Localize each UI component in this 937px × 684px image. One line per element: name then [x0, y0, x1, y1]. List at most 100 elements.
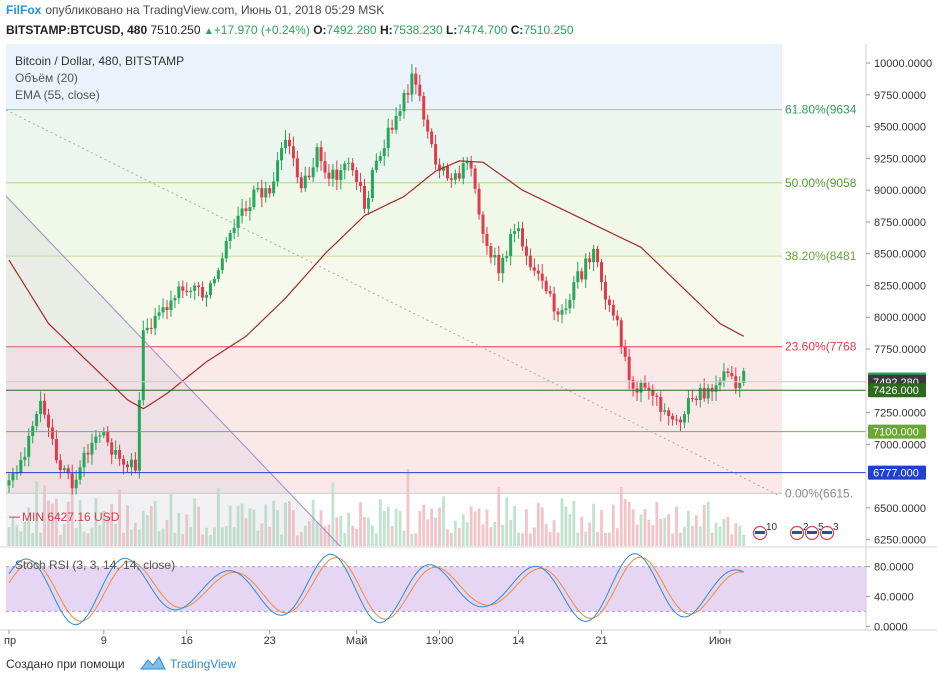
candle-body: [544, 280, 548, 292]
candle: [205, 291, 208, 307]
candle-body: [208, 283, 212, 296]
volume-bar: [130, 529, 133, 546]
candle-body: [426, 119, 430, 132]
candle-body: [15, 472, 19, 474]
candle-body: [576, 271, 580, 283]
volume-bar: [327, 524, 331, 546]
candle: [426, 114, 430, 139]
candle-body: [122, 458, 126, 465]
candle-body: [497, 254, 501, 274]
candle: [564, 298, 568, 315]
tradingview-link[interactable]: TradingView: [170, 657, 237, 671]
price-chart[interactable]: 61.80%(9634 50.00%(9058 38.20%(8481 23.60%(…: [0, 44, 937, 650]
volume-bar: [232, 527, 236, 546]
candle-body: [556, 311, 560, 315]
candle-body: [280, 148, 284, 161]
volume-bar: [438, 507, 441, 546]
candle: [212, 276, 216, 287]
candle-body: [718, 380, 722, 386]
candle-body: [284, 139, 287, 149]
candle-body: [528, 255, 532, 268]
candle: [457, 165, 461, 182]
candle: [505, 250, 509, 263]
volume-bar: [608, 532, 611, 546]
volume-bar: [414, 533, 418, 546]
bg-zone-618: [6, 109, 782, 183]
candle: [580, 267, 584, 283]
candle: [600, 259, 603, 291]
volume-bar: [220, 527, 224, 546]
volume-bar: [43, 485, 46, 546]
candle-body: [86, 452, 90, 455]
candle: [639, 379, 643, 403]
candle: [552, 286, 556, 321]
volume-bar: [635, 524, 639, 546]
candle-body: [588, 258, 592, 263]
volume-bar: [311, 499, 315, 546]
candle: [303, 166, 307, 192]
candle: [406, 84, 410, 104]
candle: [118, 444, 122, 466]
candle: [536, 264, 540, 281]
candle-body: [240, 208, 244, 216]
candle: [7, 473, 11, 493]
candle: [86, 444, 90, 464]
candle: [276, 152, 280, 187]
candle: [501, 253, 505, 283]
legend-title: Bitcoin / Dollar, 480, BITSTAMP: [15, 54, 185, 68]
candle: [592, 244, 596, 271]
volume-bar: [655, 502, 659, 546]
high-value: 7538.230: [392, 23, 443, 37]
candle-body: [643, 382, 647, 388]
volume-bar: [315, 522, 319, 546]
candle-body: [675, 419, 679, 421]
volume-bar: [489, 527, 493, 546]
candle: [149, 318, 153, 335]
candle: [98, 432, 102, 443]
candle-body: [189, 290, 193, 293]
volume-bar: [272, 500, 276, 546]
volume-bar: [517, 532, 520, 546]
price-badge: 6777.000: [868, 465, 926, 480]
candle-body: [307, 175, 311, 178]
volume-bar: [588, 522, 592, 546]
stoch-d-line: [8, 556, 744, 622]
volume-bar: [663, 517, 667, 546]
candle-body: [517, 228, 521, 232]
volume-bar: [351, 525, 355, 546]
price-badge-label: 6777.000: [873, 468, 919, 480]
volume-bar: [734, 523, 738, 546]
y-tick-label: 10000.0000: [874, 58, 932, 70]
volume-bar: [592, 503, 595, 546]
volume-bar: [145, 514, 149, 546]
volume-bar: [683, 526, 686, 546]
volume-bar: [501, 525, 505, 546]
volume-bar: [611, 504, 615, 546]
chart-header: FilFox опубликовано на TradingView.com, И…: [0, 0, 937, 44]
volume-bar: [122, 532, 125, 546]
author-name[interactable]: FilFox: [6, 3, 42, 17]
candle: [603, 275, 607, 310]
volume-bar: [481, 524, 485, 546]
candle-body: [706, 388, 710, 399]
volume-bar: [390, 525, 394, 546]
volume-bar: [193, 498, 197, 546]
candle: [161, 298, 165, 319]
candle: [47, 408, 50, 438]
candle-body: [205, 295, 208, 298]
candle: [58, 453, 62, 479]
candle-body: [513, 231, 517, 234]
candle-body: [173, 298, 177, 301]
candle: [228, 229, 232, 249]
candle-body: [465, 161, 469, 164]
candle-body: [572, 282, 576, 300]
candle-body: [615, 315, 619, 321]
candle: [133, 452, 137, 474]
candle-body: [686, 398, 690, 415]
candle: [742, 367, 746, 386]
volume-bar: [726, 516, 730, 546]
volume-bar: [209, 535, 212, 546]
volume-bar: [367, 517, 370, 546]
candle-body: [327, 172, 331, 179]
candle-body: [438, 164, 442, 171]
